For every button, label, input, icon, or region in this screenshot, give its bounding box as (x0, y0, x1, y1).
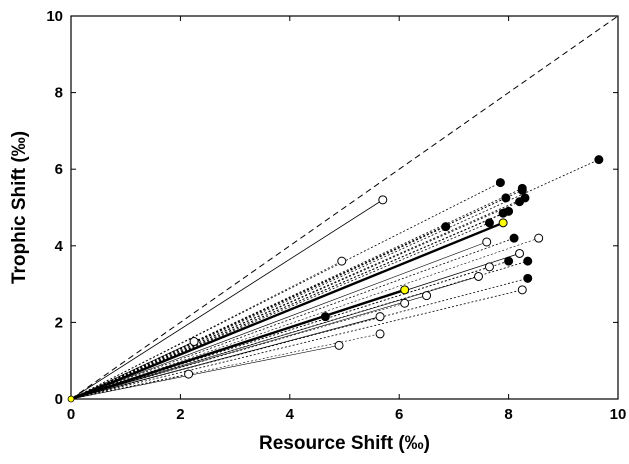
open-point (422, 291, 432, 301)
regression-line (70, 333, 381, 400)
filled-point (509, 233, 519, 243)
axis-ticks: 0 2 4 6 8 10 0 2 4 6 8 10 (46, 8, 626, 423)
y-tick-label: 10 (46, 8, 63, 25)
open-point (337, 256, 347, 266)
regression-line (70, 201, 520, 400)
filled-point (594, 155, 604, 165)
one-to-one-reference-line (70, 15, 619, 400)
filled-point (523, 273, 533, 283)
open-point (517, 285, 527, 295)
filled-point (495, 178, 505, 188)
x-tick-label: 10 (610, 406, 627, 423)
open-point (474, 271, 484, 281)
regression-line (70, 295, 427, 400)
regression-line (70, 187, 523, 400)
regression-line (70, 260, 528, 400)
regression-line (70, 277, 528, 400)
open-point (515, 248, 525, 258)
filled-point (320, 312, 330, 322)
x-tick-label: 6 (395, 406, 403, 423)
regression-line (70, 226, 446, 400)
y-tick-label: 8 (55, 85, 63, 102)
regression-line (70, 316, 381, 400)
open-point (400, 298, 410, 308)
open-point (534, 233, 544, 243)
y-tick-label: 2 (55, 314, 63, 331)
x-axis-label: Resource Shift (‰) (259, 433, 430, 454)
regression-line (70, 288, 406, 401)
y-tick-label: 6 (55, 161, 63, 178)
filled-point (484, 218, 494, 228)
regression-line (70, 159, 600, 400)
open-point (184, 369, 194, 379)
filled-point (501, 193, 511, 203)
open-point (378, 195, 388, 205)
filled-point (504, 256, 514, 266)
data-points (67, 155, 604, 403)
open-point (375, 329, 385, 339)
open-point (189, 337, 199, 347)
x-tick-label: 2 (176, 406, 184, 423)
open-point (334, 340, 344, 350)
regression-lines (70, 159, 600, 401)
regression-line (70, 276, 479, 400)
regression-line (70, 345, 340, 400)
x-tick-label: 4 (286, 406, 295, 423)
regression-line (70, 210, 509, 400)
highlight-point (498, 218, 508, 228)
regression-line (70, 289, 523, 400)
regression-line (70, 260, 342, 400)
filled-point (515, 197, 525, 207)
regression-line (70, 237, 539, 400)
open-point (482, 237, 492, 247)
y-axis-label: Trophic Shift (‰) (9, 131, 30, 284)
regression-line (70, 302, 405, 400)
regression-line (70, 199, 384, 400)
filled-point (517, 185, 527, 195)
filled-point (523, 256, 533, 266)
regression-line (70, 212, 504, 400)
y-tick-label: 4 (55, 238, 64, 255)
open-point (484, 262, 494, 272)
regression-line (70, 182, 501, 400)
highlight-point (400, 285, 410, 295)
regression-line (70, 241, 487, 400)
x-tick-label: 8 (504, 406, 512, 423)
filled-point (504, 206, 514, 216)
regression-line (70, 221, 504, 401)
origin-point (67, 395, 75, 403)
plot-frame (70, 15, 619, 400)
y-tick-label: 0 (55, 391, 63, 408)
regression-line (70, 197, 526, 400)
regression-line (70, 237, 515, 400)
filled-point (441, 222, 451, 232)
open-point (375, 312, 385, 322)
x-tick-label: 0 (67, 406, 75, 423)
